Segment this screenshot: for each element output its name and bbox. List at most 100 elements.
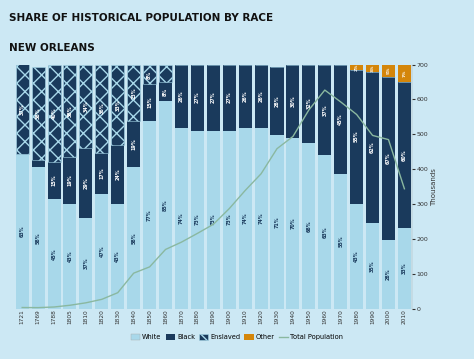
Text: 62%: 62% [370,142,375,153]
Text: 38%: 38% [67,105,73,117]
Bar [127,167,140,309]
Text: 8%: 8% [163,87,168,95]
Text: 45%: 45% [338,114,343,125]
Text: 8%: 8% [147,70,152,79]
Text: 37%: 37% [322,104,327,116]
Bar [111,65,124,145]
Text: 73%: 73% [211,214,216,225]
Bar [127,121,140,167]
Text: 19%: 19% [131,138,136,150]
Legend: White, Black, Enslaved, Other, Total Population: White, Black, Enslaved, Other, Total Pop… [128,332,346,343]
Text: 73%: 73% [227,214,232,225]
Text: 35%: 35% [370,260,375,272]
Bar [382,65,395,77]
Text: SHARE OF HISTORICAL POPULATION BY RACE: SHARE OF HISTORICAL POPULATION BY RACE [9,13,273,23]
Text: 74%: 74% [259,213,264,224]
Text: 58%: 58% [131,232,136,244]
Text: 55%: 55% [354,131,359,143]
Bar [159,101,172,309]
Bar [223,131,236,309]
Bar [223,65,236,131]
Text: 32%: 32% [306,98,311,109]
Bar [143,84,156,121]
Bar [143,121,156,309]
Bar [286,138,300,309]
Text: 70%: 70% [291,218,295,229]
Text: 17%: 17% [100,167,104,179]
Text: 7%: 7% [402,70,406,77]
Text: 26%: 26% [179,90,184,102]
Text: 67%: 67% [386,153,391,164]
Text: 27%: 27% [195,92,200,103]
Bar [350,65,363,70]
Bar [382,77,395,241]
Bar [64,157,76,204]
Bar [111,145,124,204]
Text: 34%: 34% [83,100,88,112]
Text: 19%: 19% [67,175,73,186]
Bar [366,65,379,72]
Text: 43%: 43% [67,251,73,262]
Text: 33%: 33% [115,99,120,111]
Bar [159,82,172,101]
Text: 15%: 15% [52,175,56,186]
Bar [47,162,61,199]
Bar [398,65,411,82]
Bar [32,167,45,309]
Bar [143,65,156,84]
Text: 28%: 28% [386,269,391,280]
Bar [175,128,188,309]
Bar [271,67,283,135]
Text: 74%: 74% [243,213,247,224]
Bar [350,70,363,204]
Bar [191,131,204,309]
Bar [302,65,315,143]
Bar [350,204,363,309]
Bar [79,148,92,218]
Bar [238,65,252,128]
Bar [159,65,172,82]
Text: 29%: 29% [83,177,88,189]
Text: 30%: 30% [291,95,295,107]
Bar [111,204,124,309]
Bar [366,72,379,223]
Bar [79,218,92,309]
Text: 28%: 28% [274,95,280,107]
Text: 55%: 55% [338,236,343,247]
Text: 85%: 85% [163,199,168,211]
Bar [95,65,109,153]
Text: 36%: 36% [100,103,104,115]
Bar [207,65,220,131]
Text: NEW ORLEANS: NEW ORLEANS [9,43,95,53]
Text: 77%: 77% [147,209,152,220]
Text: 47%: 47% [100,246,104,257]
Bar [382,241,395,309]
Text: 15%: 15% [147,97,152,108]
Bar [47,65,61,162]
Text: 37%: 37% [83,258,88,269]
Text: 63%: 63% [20,226,25,237]
Text: 2%: 2% [355,64,359,71]
Bar [47,199,61,309]
Text: 63%: 63% [322,226,327,238]
Bar [318,155,331,309]
Text: 37%: 37% [20,103,25,115]
Bar [32,160,45,167]
Bar [95,153,109,194]
Text: 58%: 58% [36,232,41,244]
Bar [64,65,76,157]
Text: 3%: 3% [371,65,374,72]
Text: 23%: 23% [131,87,136,98]
Text: 33%: 33% [402,263,407,274]
Text: 45%: 45% [52,248,56,260]
Bar [255,65,268,128]
Bar [95,194,109,309]
Text: 5%: 5% [386,67,391,74]
Bar [16,64,29,154]
Bar [207,131,220,309]
Bar [334,174,347,309]
Text: 40%: 40% [52,108,56,119]
Bar [366,223,379,309]
Bar [16,154,29,309]
Text: 26%: 26% [243,90,247,102]
